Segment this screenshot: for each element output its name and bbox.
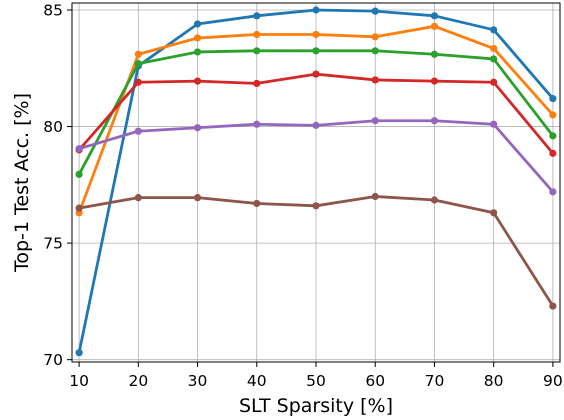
data-point	[371, 47, 379, 55]
data-point	[490, 120, 498, 128]
data-point	[75, 204, 83, 212]
series-6	[75, 192, 557, 310]
data-point	[134, 194, 142, 202]
data-point	[371, 7, 379, 15]
data-point	[490, 26, 498, 34]
data-point	[253, 79, 261, 88]
data-point	[253, 30, 261, 39]
series-4	[75, 70, 557, 157]
data-point	[134, 50, 142, 58]
data-point	[490, 78, 498, 86]
data-point	[490, 55, 498, 63]
data-point	[193, 20, 202, 28]
data-point	[134, 60, 142, 68]
x-tick-label: 20	[128, 372, 148, 390]
series-layer	[75, 6, 557, 357]
x-tick-label: 80	[484, 372, 504, 390]
data-point	[75, 349, 83, 357]
data-point	[430, 196, 439, 204]
data-point	[253, 12, 261, 20]
data-point	[253, 120, 261, 128]
y-tick-label: 80	[43, 118, 63, 136]
data-point	[549, 149, 557, 157]
x-tick-label: 50	[306, 372, 326, 390]
data-point	[371, 192, 379, 201]
x-tick-label: 60	[365, 372, 385, 390]
y-tick-label: 85	[43, 1, 63, 19]
data-point	[193, 77, 202, 85]
data-point	[193, 124, 202, 132]
y-tick-label: 70	[43, 351, 63, 369]
data-point	[430, 77, 439, 85]
data-point	[312, 47, 320, 55]
data-point	[371, 33, 379, 41]
data-point	[490, 209, 498, 217]
data-point	[312, 70, 320, 78]
x-axis-label: SLT Sparsity [%]	[239, 395, 393, 417]
data-point	[312, 30, 320, 39]
x-tick-label: 70	[425, 372, 445, 390]
data-point	[549, 132, 557, 140]
data-point	[549, 302, 557, 310]
data-point	[312, 202, 320, 210]
y-tick-label: 75	[43, 235, 63, 253]
data-point	[549, 188, 557, 196]
data-point	[193, 194, 202, 202]
data-point	[312, 121, 320, 129]
series-3	[75, 47, 557, 178]
data-point	[430, 117, 439, 125]
data-point	[490, 44, 498, 53]
x-tick-label: 40	[247, 372, 267, 390]
data-point	[253, 47, 261, 55]
data-point	[75, 145, 83, 153]
data-point	[549, 111, 557, 119]
x-tick-label: 10	[69, 372, 89, 390]
x-tick-label: 90	[543, 372, 563, 390]
data-point	[430, 22, 439, 30]
data-point	[371, 117, 379, 125]
series-1	[75, 6, 557, 357]
data-point	[430, 12, 439, 20]
data-point	[371, 76, 379, 84]
data-point	[253, 199, 261, 208]
data-point	[430, 50, 439, 58]
data-point	[549, 94, 557, 103]
data-point	[75, 170, 83, 178]
series-5	[75, 117, 557, 196]
grid-layer	[72, 3, 560, 362]
data-point	[193, 48, 202, 56]
data-point	[193, 34, 202, 42]
data-point	[134, 127, 142, 135]
data-point	[312, 6, 320, 14]
ticks-layer: 10 20 30 40 50 60 70 80 90 70 75 80 85	[43, 1, 562, 390]
y-axis-label: Top-1 Test Acc. [%]	[11, 93, 33, 273]
x-tick-label: 30	[188, 372, 208, 390]
data-point	[134, 78, 142, 86]
